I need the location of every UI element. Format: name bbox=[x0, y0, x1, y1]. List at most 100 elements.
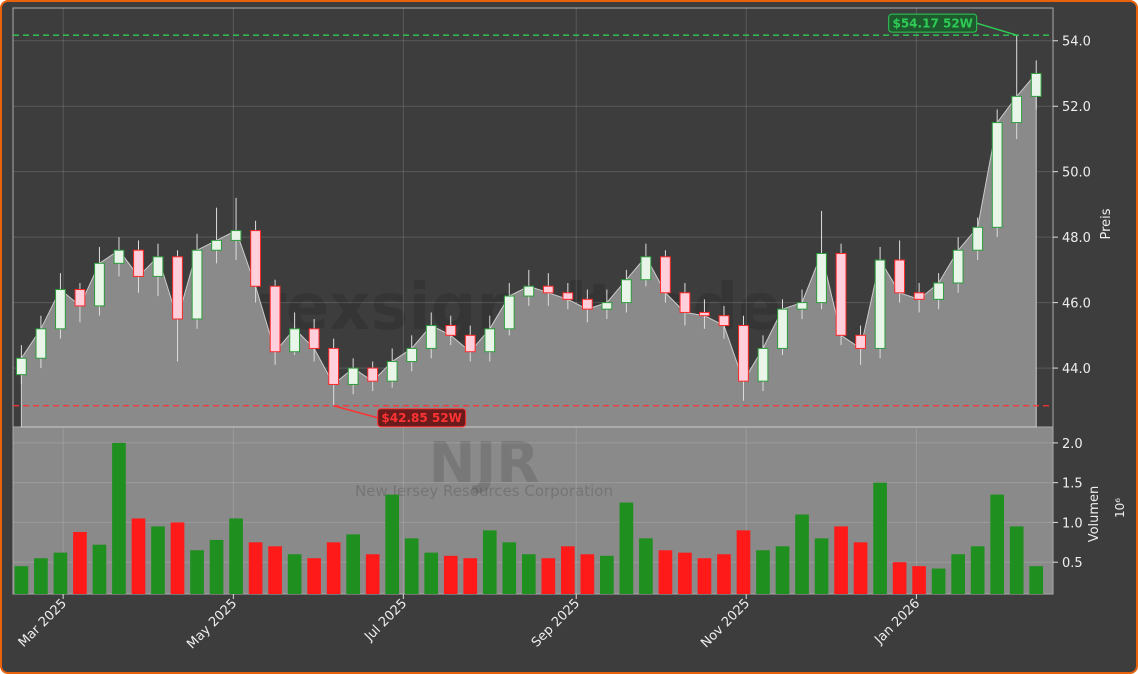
candle-body bbox=[1030, 72, 1042, 97]
candle-body bbox=[660, 256, 671, 294]
candle-body bbox=[523, 285, 535, 297]
volume-bar bbox=[580, 554, 595, 594]
volume-bar bbox=[951, 554, 965, 594]
annotation-label: $54.17 52W bbox=[892, 17, 972, 31]
candle-body bbox=[386, 361, 398, 382]
y-tick-label: 48.0 bbox=[1062, 231, 1091, 246]
volume-bar bbox=[53, 552, 68, 594]
candle-body bbox=[250, 230, 261, 287]
y-tick-label: 52.0 bbox=[1062, 100, 1091, 115]
volume-bar bbox=[14, 566, 29, 594]
volume-bar bbox=[561, 546, 575, 594]
candle-body bbox=[894, 259, 905, 294]
volume-tick-label: 0.5 bbox=[1062, 556, 1083, 571]
volume-tick-label: 2.0 bbox=[1062, 437, 1083, 452]
volume-scale-label: 10⁶ bbox=[1113, 498, 1127, 518]
candle-body bbox=[601, 302, 613, 310]
volume-bar bbox=[912, 566, 926, 594]
volume-bar bbox=[1009, 526, 1024, 594]
volume-bar bbox=[346, 534, 360, 594]
candle-body bbox=[35, 328, 47, 359]
x-tick-label: Mar 2025 bbox=[16, 596, 70, 650]
volume-bar bbox=[756, 550, 770, 594]
candle-body bbox=[406, 347, 418, 363]
volume-bar bbox=[521, 554, 536, 594]
y-tick-label: 50.0 bbox=[1062, 166, 1091, 181]
candle-body bbox=[16, 357, 27, 376]
candle-body bbox=[113, 249, 125, 264]
x-tick-label: May 2025 bbox=[184, 596, 240, 652]
volume-bar bbox=[931, 568, 946, 594]
y-tick-label: 44.0 bbox=[1062, 362, 1091, 377]
volume-bar bbox=[463, 558, 478, 594]
candle-body bbox=[855, 334, 866, 349]
candle-body bbox=[777, 308, 788, 349]
candle-body bbox=[211, 239, 222, 251]
candle-body bbox=[328, 347, 340, 385]
volume-bar bbox=[736, 530, 751, 594]
volume-bar bbox=[248, 542, 263, 594]
volume-bar bbox=[619, 502, 634, 594]
candle-body bbox=[933, 282, 945, 300]
volume-bar bbox=[600, 555, 614, 594]
candle-body bbox=[230, 230, 242, 241]
volume-bar bbox=[287, 554, 302, 594]
candle-body bbox=[796, 302, 808, 310]
candle-body bbox=[425, 325, 437, 349]
candle-body bbox=[464, 334, 476, 353]
volume-bar bbox=[834, 526, 848, 594]
x-tick-label: Jan 2026 bbox=[871, 596, 923, 648]
volume-bar bbox=[385, 494, 400, 594]
volume-bar bbox=[658, 550, 673, 594]
candle-body bbox=[640, 256, 652, 281]
volume-bar bbox=[307, 558, 321, 594]
candle-body bbox=[816, 253, 827, 304]
volume-bar bbox=[404, 538, 419, 594]
volume-bar bbox=[873, 482, 887, 594]
x-tick-label: Nov 2025 bbox=[698, 596, 753, 651]
candle-body bbox=[581, 298, 593, 310]
volume-bar bbox=[678, 552, 692, 594]
volume-bar bbox=[697, 558, 712, 594]
candle-body bbox=[718, 315, 730, 327]
candle-body bbox=[991, 122, 1003, 228]
candle-body bbox=[738, 325, 749, 382]
volume-bar bbox=[190, 550, 204, 594]
candle-body bbox=[679, 292, 691, 313]
volume-bar bbox=[1029, 566, 1044, 594]
volume-bar bbox=[365, 554, 380, 594]
candle-body bbox=[289, 328, 300, 353]
x-tick-label: Sep 2025 bbox=[529, 596, 583, 650]
volume-bar bbox=[502, 542, 517, 594]
volume-bar bbox=[209, 539, 224, 594]
candle-body bbox=[503, 295, 515, 330]
candle-body bbox=[308, 328, 320, 349]
candle-body bbox=[55, 289, 66, 330]
annotation-arrow bbox=[976, 22, 1017, 36]
volume-tick-label: 1.0 bbox=[1062, 516, 1083, 531]
candle-body bbox=[874, 259, 886, 349]
volume-bar bbox=[112, 442, 126, 594]
candle-body bbox=[347, 367, 359, 385]
volume-bar bbox=[443, 555, 458, 594]
volume-bar bbox=[795, 514, 809, 594]
volume-bar bbox=[482, 530, 497, 594]
x-tick-label: Jul 2025 bbox=[361, 596, 410, 645]
watermark-symbol: NJR bbox=[429, 431, 540, 496]
volume-bar bbox=[990, 494, 1005, 594]
volume-bar bbox=[151, 526, 165, 594]
volume-bar bbox=[814, 538, 829, 594]
volume-bar bbox=[892, 562, 907, 594]
candle-body bbox=[757, 347, 769, 382]
candle-body bbox=[1011, 95, 1023, 124]
y-tick-label: 54.0 bbox=[1062, 35, 1091, 50]
volume-bar bbox=[131, 518, 146, 594]
candle-body bbox=[133, 249, 144, 277]
candle-body bbox=[835, 253, 847, 336]
volume-bar bbox=[92, 544, 107, 594]
volume-bar bbox=[73, 531, 87, 594]
candle-body bbox=[445, 325, 457, 336]
volume-bar bbox=[326, 542, 341, 594]
y-tick-label: 46.0 bbox=[1062, 297, 1091, 312]
